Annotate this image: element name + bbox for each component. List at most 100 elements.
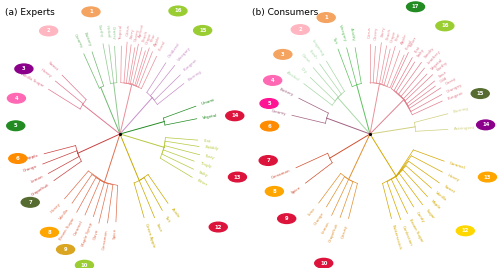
Circle shape: [478, 172, 496, 182]
Text: Oxidized: Oxidized: [168, 42, 181, 59]
Text: Brown Sugar: Brown Sugar: [408, 218, 424, 243]
Text: Grape: Grape: [390, 30, 397, 43]
Text: Cinnamon: Cinnamon: [271, 168, 291, 180]
Text: Pear: Pear: [150, 33, 156, 43]
Text: Maple: Maple: [430, 200, 442, 211]
Text: Apricot: Apricot: [138, 23, 145, 38]
Circle shape: [56, 245, 74, 254]
Text: Vegetal: Vegetal: [202, 113, 218, 120]
Text: Buttery: Buttery: [279, 88, 294, 98]
Text: Cherry: Cherry: [374, 27, 379, 40]
Text: 6: 6: [16, 156, 20, 161]
Text: Citrus: Citrus: [368, 26, 372, 38]
Text: 9: 9: [285, 216, 288, 221]
Text: Smoky: Smoky: [424, 46, 435, 59]
Text: 16: 16: [441, 23, 448, 28]
Circle shape: [15, 64, 33, 74]
Text: Green Apple: Green Apple: [144, 223, 156, 248]
Text: 13: 13: [484, 174, 491, 180]
Text: Dry: Dry: [300, 67, 307, 75]
Text: Butterscotch: Butterscotch: [391, 224, 402, 250]
Circle shape: [314, 258, 332, 268]
Text: 7: 7: [266, 158, 270, 163]
Text: Caramel: Caramel: [449, 161, 466, 170]
Text: Apple: Apple: [153, 34, 162, 47]
Text: Lemon: Lemon: [321, 220, 330, 234]
Text: Grapefruit: Grapefruit: [328, 223, 340, 243]
Text: Sweet: Sweet: [48, 61, 59, 72]
Text: Tropical: Tropical: [120, 24, 124, 40]
Text: Peach: Peach: [386, 27, 392, 40]
Circle shape: [169, 6, 187, 16]
Circle shape: [406, 2, 424, 12]
Text: Spice: Spice: [290, 185, 302, 195]
Text: Tart: Tart: [331, 36, 338, 44]
Text: 1: 1: [89, 9, 93, 14]
Text: 12: 12: [214, 225, 222, 229]
Text: Tingly: Tingly: [199, 161, 211, 169]
Text: Burning: Burning: [188, 69, 202, 81]
Circle shape: [9, 154, 27, 163]
Text: Honey: Honey: [39, 68, 52, 79]
Text: 2: 2: [298, 27, 302, 32]
Circle shape: [40, 228, 58, 237]
Text: Vinegary: Vinegary: [177, 46, 192, 62]
Text: Flat: Flat: [204, 139, 211, 143]
Text: Peach: Peach: [142, 29, 149, 42]
Text: Orange: Orange: [313, 211, 325, 226]
Text: 15: 15: [199, 28, 206, 33]
Circle shape: [21, 198, 39, 207]
Text: Lingering: Lingering: [311, 39, 325, 57]
Text: Vanilla Sugar: Vanilla Sugar: [20, 72, 44, 88]
Text: Pungent: Pungent: [183, 58, 198, 72]
Text: Cherry: Cherry: [134, 28, 140, 42]
Text: Floral: Floral: [405, 38, 413, 50]
Circle shape: [317, 13, 335, 23]
Text: Lime: Lime: [307, 207, 316, 217]
Text: Burning: Burning: [453, 107, 469, 114]
Text: Sweet: Sweet: [443, 185, 456, 195]
Text: 13: 13: [234, 174, 241, 180]
Text: Umami: Umami: [200, 98, 216, 106]
Text: Bitter: Bitter: [196, 178, 208, 187]
Text: 4: 4: [14, 96, 18, 101]
Text: Tart: Tart: [164, 215, 171, 223]
Text: 10: 10: [320, 261, 328, 266]
Text: Pear: Pear: [395, 31, 402, 41]
Text: 6: 6: [268, 124, 272, 129]
Circle shape: [228, 172, 246, 182]
Text: Acidity: Acidity: [350, 28, 356, 42]
Circle shape: [266, 187, 283, 196]
Text: 8: 8: [48, 230, 52, 235]
Circle shape: [82, 7, 100, 17]
Text: 16: 16: [174, 9, 182, 13]
Text: Orange: Orange: [22, 164, 38, 173]
Text: Acidic: Acidic: [170, 207, 180, 219]
Text: Floral: Floral: [158, 40, 166, 52]
Circle shape: [264, 76, 281, 85]
Circle shape: [291, 25, 309, 34]
Text: Vinegary: Vinegary: [338, 24, 347, 42]
Text: 5: 5: [14, 123, 18, 128]
Text: Flat: Flat: [414, 45, 421, 53]
Text: Confection: Confection: [401, 225, 413, 247]
Text: Odd: Odd: [439, 76, 448, 84]
Text: Sour: Sour: [438, 70, 448, 79]
Text: Berry: Berry: [130, 28, 136, 39]
Text: Grassy: Grassy: [111, 26, 116, 40]
Text: 7: 7: [28, 200, 32, 205]
Circle shape: [259, 156, 277, 165]
Text: Bitter: Bitter: [410, 36, 418, 48]
Text: Grapefruit: Grapefruit: [30, 182, 50, 197]
Text: Orangey: Orangey: [446, 82, 464, 94]
Circle shape: [476, 120, 494, 130]
Text: 1: 1: [324, 15, 328, 20]
Text: Fresh: Fresh: [308, 49, 318, 60]
Text: Spice: Spice: [113, 228, 117, 239]
Circle shape: [456, 226, 474, 236]
Text: Salty: Salty: [198, 170, 209, 177]
Text: 17: 17: [412, 4, 419, 9]
Text: 12: 12: [462, 228, 469, 233]
Circle shape: [260, 99, 278, 108]
Text: Salty: Salty: [416, 47, 426, 58]
